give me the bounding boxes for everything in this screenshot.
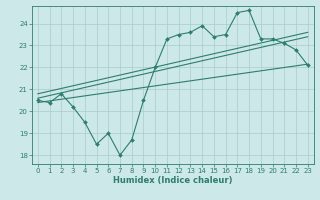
X-axis label: Humidex (Indice chaleur): Humidex (Indice chaleur) (113, 176, 233, 185)
